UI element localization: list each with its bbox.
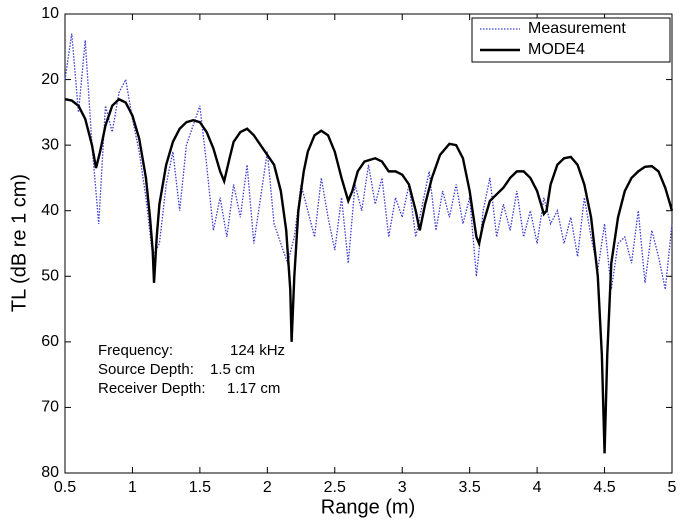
y-tick-label: 50 (41, 268, 59, 285)
x-tick-label: 4 (533, 479, 542, 496)
legend-label: Measurement (528, 20, 626, 37)
annotation-label: Frequency: (98, 342, 173, 359)
annotation-value: 124 kHz (230, 342, 285, 359)
y-tick-label: 80 (41, 464, 59, 481)
y-tick-label: 60 (41, 333, 59, 350)
x-axis-label: Range (m) (321, 496, 415, 518)
legend-box (471, 17, 671, 63)
y-tick-label: 10 (41, 5, 59, 22)
y-tick-label: 70 (41, 399, 59, 416)
series-line (64, 97, 674, 454)
series-line (64, 33, 673, 290)
y-tick-label: 30 (41, 136, 59, 153)
legend-label: MODE4 (528, 41, 585, 58)
annotation-label: Source Depth: (98, 361, 194, 378)
x-tick-label: 1 (128, 479, 137, 496)
y-tick-label: 20 (41, 71, 59, 88)
y-axis-label: TL (dB re 1 cm) (8, 174, 30, 312)
y-tick-label: 40 (41, 202, 59, 219)
annotation-value: 1.17 cm (227, 380, 280, 397)
x-tick-label: 3.5 (459, 479, 481, 496)
x-tick-label: 4.5 (593, 479, 615, 496)
x-tick-label: 2 (263, 479, 272, 496)
plot-frame (64, 13, 673, 474)
x-tick-label: 3 (398, 479, 407, 496)
x-tick-label: 0.5 (54, 479, 76, 496)
annotation-label: Receiver Depth: (98, 380, 206, 397)
annotation-value: 1.5 cm (210, 361, 255, 378)
x-tick-label: 5 (668, 479, 677, 496)
x-tick-label: 2.5 (324, 479, 346, 496)
x-tick-label: 1.5 (189, 479, 211, 496)
